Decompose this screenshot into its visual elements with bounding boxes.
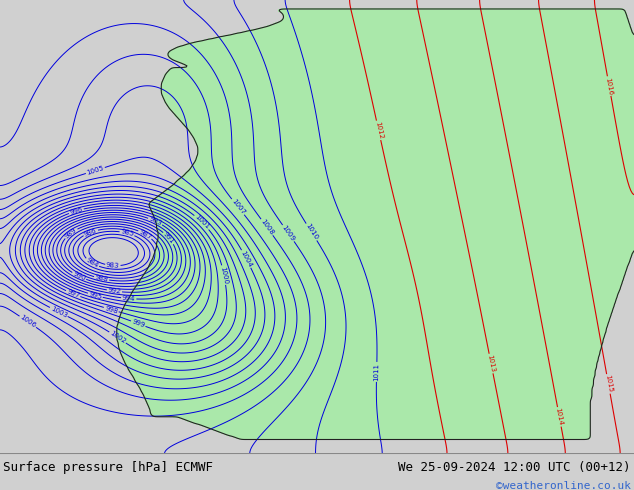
Text: 1013: 1013 — [486, 354, 496, 373]
Text: 993: 993 — [148, 216, 163, 227]
Text: 999: 999 — [131, 318, 146, 329]
Text: 1007: 1007 — [230, 198, 246, 216]
Text: 995: 995 — [88, 291, 103, 300]
Text: 1004: 1004 — [240, 249, 253, 268]
Text: 1000: 1000 — [219, 266, 229, 285]
Text: 1001: 1001 — [193, 214, 210, 231]
Text: 990: 990 — [72, 270, 86, 282]
Text: 1002: 1002 — [108, 330, 127, 345]
Text: 986: 986 — [83, 227, 98, 238]
Text: 991: 991 — [162, 231, 176, 245]
Text: 1011: 1011 — [373, 363, 380, 381]
Text: 1014: 1014 — [555, 408, 564, 426]
Text: 984: 984 — [85, 257, 100, 269]
Text: We 25-09-2024 12:00 UTC (00+12): We 25-09-2024 12:00 UTC (00+12) — [398, 461, 631, 474]
Text: 1008: 1008 — [259, 218, 275, 236]
Text: 987: 987 — [138, 228, 153, 241]
Text: ©weatheronline.co.uk: ©weatheronline.co.uk — [496, 481, 631, 490]
Text: 1010: 1010 — [304, 223, 319, 241]
Text: 996: 996 — [69, 206, 84, 216]
Text: 1003: 1003 — [49, 305, 68, 318]
Text: 1009: 1009 — [281, 224, 296, 242]
Text: 1005: 1005 — [86, 165, 105, 176]
Text: 983: 983 — [106, 262, 120, 269]
Text: 988: 988 — [94, 274, 108, 283]
Text: 1016: 1016 — [605, 77, 614, 96]
Text: 994: 994 — [122, 295, 136, 302]
Text: 997: 997 — [66, 289, 81, 299]
Text: 1015: 1015 — [604, 374, 613, 393]
Text: Surface pressure [hPa] ECMWF: Surface pressure [hPa] ECMWF — [3, 461, 213, 474]
Text: 1012: 1012 — [374, 121, 384, 140]
Text: 989: 989 — [63, 227, 78, 240]
Text: 992: 992 — [107, 287, 122, 295]
Text: 1006: 1006 — [19, 314, 37, 329]
Text: 998: 998 — [104, 305, 119, 315]
Text: 985: 985 — [120, 228, 134, 238]
